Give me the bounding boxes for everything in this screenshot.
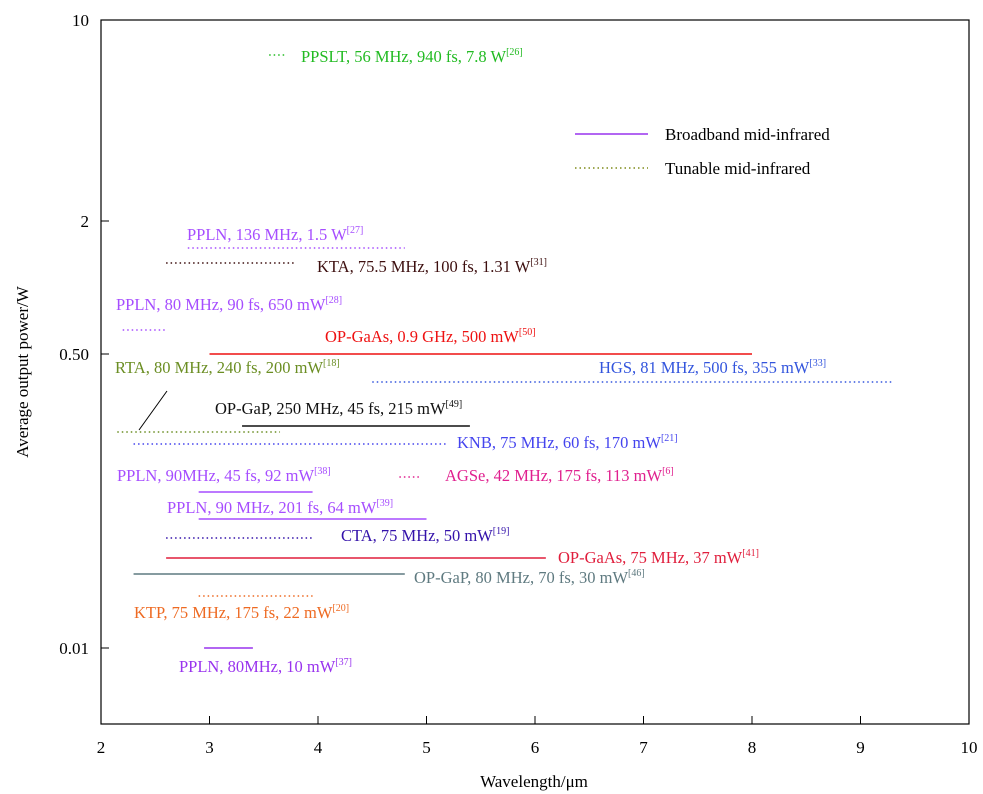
legend-label: Tunable mid-infrared — [665, 159, 811, 178]
series-label: HGS, 81 MHz, 500 fs, 355 mW[33] — [599, 358, 826, 377]
y-tick-label: 10 — [72, 11, 89, 30]
y-tick-label: 0.50 — [59, 345, 89, 364]
series-label: PPLN, 80 MHz, 90 fs, 650 mW[28] — [116, 295, 342, 314]
series-label: PPLN, 90 MHz, 201 fs, 64 mW[39] — [167, 498, 393, 517]
series-label: PPLN, 90MHz, 45 fs, 92 mW[38] — [117, 466, 331, 485]
x-tick-label: 10 — [961, 738, 978, 757]
y-axis-ticks: 10 2 0.50 0.01 — [59, 11, 109, 658]
x-axis-label: Wavelength/μm — [480, 772, 588, 791]
series-label: OP-GaAs, 0.9 GHz, 500 mW[50] — [325, 327, 536, 346]
series-label: KTP, 75 MHz, 175 fs, 22 mW[20] — [134, 603, 349, 622]
series-label: RTA, 80 MHz, 240 fs, 200 mW[18] — [115, 358, 340, 377]
x-axis-ticks: 2 3 4 5 6 7 8 9 10 — [97, 716, 978, 757]
legend: Broadband mid-infrared Tunable mid-infrar… — [575, 125, 830, 178]
series-label: KTA, 75.5 MHz, 100 fs, 1.31 W[31] — [317, 257, 547, 276]
series-label: AGSe, 42 MHz, 175 fs, 113 mW[6] — [445, 466, 674, 485]
series-label: PPLN, 136 MHz, 1.5 W[27] — [187, 225, 363, 244]
series-label: KNB, 75 MHz, 60 fs, 170 mW[21] — [457, 433, 678, 452]
x-tick-label: 9 — [856, 738, 865, 757]
x-tick-label: 3 — [205, 738, 214, 757]
series-label: OP-GaP, 250 MHz, 45 fs, 215 mW[49] — [215, 399, 462, 418]
x-tick-label: 5 — [422, 738, 431, 757]
x-tick-label: 2 — [97, 738, 106, 757]
x-tick-label: 6 — [531, 738, 540, 757]
series-layer — [117, 54, 894, 649]
y-axis-label: Average output power/W — [13, 285, 32, 457]
legend-label: Broadband mid-infrared — [665, 125, 830, 144]
rta-pointer-line — [138, 390, 168, 431]
series-label: PPLN, 80MHz, 10 mW[37] — [179, 657, 352, 676]
y-tick-label: 0.01 — [59, 639, 89, 658]
y-tick-label: 2 — [81, 212, 90, 231]
series-label: OP-GaP, 80 MHz, 70 fs, 30 mW[46] — [414, 568, 645, 587]
series-label: PPSLT, 56 MHz, 940 fs, 7.8 W[26] — [301, 47, 523, 66]
x-tick-label: 4 — [314, 738, 323, 757]
x-tick-label: 7 — [639, 738, 648, 757]
series-label: OP-GaAs, 75 MHz, 37 mW[41] — [558, 548, 759, 567]
x-tick-label: 8 — [748, 738, 757, 757]
series-label: CTA, 75 MHz, 50 mW[19] — [341, 526, 509, 545]
annotation-layer: PPSLT, 56 MHz, 940 fs, 7.8 W[26] PPLN, 13… — [115, 47, 826, 676]
